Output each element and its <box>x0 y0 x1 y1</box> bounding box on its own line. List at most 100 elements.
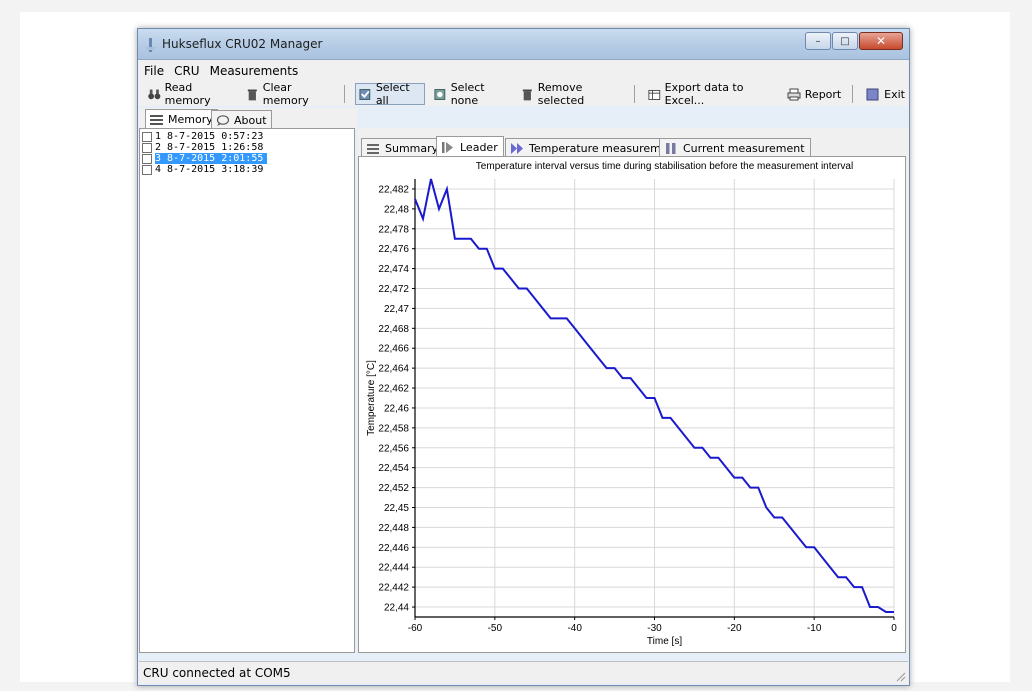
exit-icon <box>866 88 879 100</box>
report-label: Report <box>804 87 842 101</box>
y-tick-label: 22,472 <box>378 284 409 295</box>
tab-about-label: About <box>234 113 267 127</box>
maximize-icon: □ <box>840 35 850 47</box>
y-tick-label: 22,48 <box>384 204 409 215</box>
select-all-label: Select all <box>375 81 410 107</box>
close-icon: ✕ <box>875 34 887 48</box>
list-item-label: 2 8-7-2015 1:26:58 <box>155 142 264 153</box>
menu-file[interactable]: File <box>144 64 165 78</box>
checkbox[interactable] <box>142 154 152 164</box>
y-tick-label: 22,464 <box>378 364 409 375</box>
left-tab-strip: Memory About <box>139 108 358 129</box>
tab-summary[interactable]: Summary <box>361 138 445 157</box>
printer-icon <box>787 88 801 100</box>
clear-memory-button[interactable]: Clear memory <box>243 81 336 107</box>
x-tick-label: -60 <box>408 623 423 634</box>
y-tick-label: 22,46 <box>384 403 409 414</box>
tab-temperature-measurement[interactable]: Temperature measurement <box>505 138 685 157</box>
x-tick-label: -20 <box>727 623 742 634</box>
y-tick-label: 22,476 <box>378 244 409 255</box>
right-tab-strip: Summary Leader Temperature measurement C… <box>358 136 909 157</box>
y-tick-label: 22,452 <box>378 483 409 494</box>
export-excel-label: Export data to Excel... <box>664 81 744 107</box>
minimize-button[interactable]: – <box>805 32 831 50</box>
y-axis-label: Temperature [°C] <box>366 360 377 436</box>
status-text: CRU connected at COM5 <box>143 666 291 680</box>
export-icon <box>648 89 661 100</box>
checkbox[interactable] <box>142 143 152 153</box>
y-tick-label: 22,474 <box>378 264 409 275</box>
read-memory-label: Read memory <box>164 81 211 107</box>
y-tick-label: 22,466 <box>378 344 409 355</box>
tab-leader[interactable]: Leader <box>436 136 504 157</box>
y-tick-label: 22,446 <box>378 543 409 554</box>
list-item[interactable]: 4 8-7-2015 3:18:39 <box>140 164 354 175</box>
title-bar[interactable]: Hukseflux CRU02 Manager – □ ✕ <box>138 29 909 60</box>
y-tick-label: 22,454 <box>378 463 409 474</box>
select-none-button[interactable]: Select none <box>431 81 512 107</box>
tab-temperature-label: Temperature measurement <box>529 141 679 155</box>
tab-current-measurement[interactable]: Current measurement <box>659 138 811 157</box>
exit-button[interactable]: Exit <box>863 84 908 104</box>
y-tick-label: 22,44 <box>384 603 409 614</box>
speech-bubble-icon <box>216 114 229 126</box>
chart-panel: 22,44 22,442 22,444 22,446 22,448 22,45 22,452… <box>358 156 906 653</box>
minimize-icon: – <box>815 35 821 47</box>
y-tick-label: 22,444 <box>378 563 409 574</box>
x-tick-label: 0 <box>891 623 897 634</box>
resize-grip-icon[interactable] <box>894 670 906 682</box>
status-bar: CRU connected at COM5 <box>139 661 908 684</box>
clear-memory-label: Clear memory <box>262 81 309 107</box>
select-all-icon <box>359 88 371 100</box>
checkbox[interactable] <box>142 165 152 175</box>
close-button[interactable]: ✕ <box>859 32 903 50</box>
temperature-chart: 22,44 22,442 22,444 22,446 22,448 22,45 22,452… <box>366 161 897 647</box>
tab-about[interactable]: About <box>211 110 272 129</box>
select-all-button[interactable]: Select all <box>355 81 426 107</box>
list-item[interactable]: 1 8-7-2015 0:57:23 <box>140 131 354 142</box>
menu-measurements[interactable]: Measurements <box>209 64 299 78</box>
tab-summary-label: Summary <box>385 141 439 155</box>
list-item[interactable]: 2 8-7-2015 1:26:58 <box>140 142 354 153</box>
y-tick-label: 22,482 <box>378 184 409 195</box>
toolbar: Read memory Clear memory Select all Sele… <box>139 81 908 107</box>
exit-label: Exit <box>884 87 905 101</box>
y-tick-label: 22,448 <box>378 523 409 534</box>
window-title: Hukseflux CRU02 Manager <box>162 37 323 51</box>
menu-cru[interactable]: CRU <box>174 64 200 78</box>
remove-selected-label: Remove selected <box>537 81 585 107</box>
read-memory-button[interactable]: Read memory <box>145 81 237 107</box>
checkbox[interactable] <box>142 132 152 142</box>
remove-selected-button[interactable]: Remove selected <box>518 81 626 107</box>
list-item-label: 4 8-7-2015 3:18:39 <box>155 164 264 175</box>
select-none-label: Select none <box>450 81 485 107</box>
y-tick-label: 22,45 <box>384 503 409 514</box>
app-icon <box>146 38 155 52</box>
y-tick-label: 22,468 <box>378 324 409 335</box>
trash-icon <box>247 89 257 100</box>
report-button[interactable]: Report <box>784 84 844 104</box>
binoculars-icon <box>148 89 161 99</box>
tab-memory[interactable]: Memory <box>145 109 218 129</box>
x-tick-label: -10 <box>807 623 822 634</box>
fast-forward-icon <box>511 142 523 154</box>
list-icon <box>150 115 163 125</box>
list-item-selected[interactable]: 3 8-7-2015 2:01:55 <box>140 153 354 164</box>
y-tick-label: 22,458 <box>378 423 409 434</box>
y-tick-label: 22,442 <box>378 583 409 594</box>
app-window: Hukseflux CRU02 Manager – □ ✕ File CRU M… <box>137 28 910 686</box>
export-excel-button[interactable]: Export data to Excel... <box>645 81 778 107</box>
x-axis-label: Time [s] <box>647 636 682 647</box>
y-tick-label: 22,462 <box>378 384 409 395</box>
y-tick-label: 22,478 <box>378 224 409 235</box>
maximize-button[interactable]: □ <box>832 32 858 50</box>
tab-leader-label: Leader <box>460 140 498 154</box>
menu-bar: File CRU Measurements <box>139 60 908 82</box>
list-item-label: 3 8-7-2015 2:01:55 <box>155 153 268 164</box>
list-item-label: 1 8-7-2015 0:57:23 <box>155 131 264 142</box>
pause-icon <box>666 142 676 154</box>
temperature-series-line <box>414 178 894 613</box>
play-icon <box>442 141 453 153</box>
x-tick-label: -40 <box>567 623 582 634</box>
detail-area: Summary Leader Temperature measurement C… <box>358 128 909 653</box>
